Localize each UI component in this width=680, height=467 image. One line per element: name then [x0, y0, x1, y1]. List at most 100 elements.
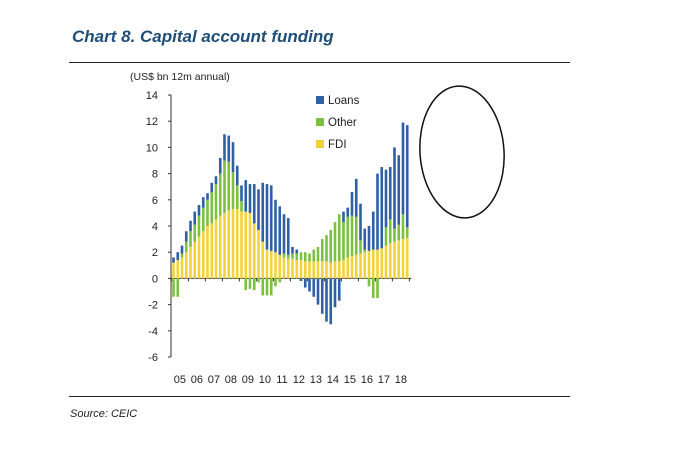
bar-loans — [363, 228, 367, 250]
bar-fdi — [393, 241, 396, 279]
y-axis-label: (US$ bn 12m annual) — [130, 71, 230, 83]
bar-loans — [286, 218, 290, 255]
bar-other — [405, 227, 409, 238]
bar-other — [312, 249, 316, 262]
top-rule — [69, 62, 570, 63]
y-tick-label: -2 — [148, 300, 158, 312]
bar-loans — [329, 278, 333, 325]
bar-other — [201, 207, 205, 232]
bar-other — [291, 253, 294, 259]
bar-fdi — [189, 246, 192, 279]
bar-fdi — [376, 249, 379, 279]
bar-loans — [274, 199, 277, 253]
bar-loans — [308, 278, 311, 292]
bar-other — [278, 278, 282, 283]
bar-other — [303, 252, 307, 262]
bar-fdi — [235, 208, 239, 279]
bar-fdi — [308, 261, 311, 279]
y-tick-label: -6 — [148, 352, 158, 364]
bar-loans — [291, 246, 294, 254]
bar-fdi — [278, 254, 282, 279]
x-tick-label: 08 — [225, 374, 237, 386]
bar-other — [206, 199, 209, 226]
bar-fdi — [248, 212, 252, 279]
bar-loans — [303, 278, 307, 288]
bar-other — [329, 229, 333, 263]
x-tick-label: 13 — [310, 374, 322, 386]
bar-loans — [376, 173, 379, 250]
x-tick-label: 18 — [395, 374, 407, 386]
bar-loans — [278, 206, 282, 255]
y-tick-label: -4 — [148, 326, 158, 338]
bar-fdi — [172, 262, 175, 279]
bar-other — [244, 278, 248, 291]
y-tick-label: 8 — [152, 169, 158, 181]
bar-loans — [393, 147, 396, 229]
bar-loans — [405, 125, 409, 228]
bar-other — [337, 214, 341, 262]
bar-fdi — [329, 262, 333, 279]
x-tick-label: 14 — [327, 374, 339, 386]
bar-other — [401, 214, 405, 240]
bar-fdi — [312, 261, 316, 279]
bar-loans — [401, 122, 405, 215]
bar-other — [371, 278, 375, 299]
bar-other — [367, 278, 371, 287]
bar-loans — [184, 231, 188, 242]
chart-bars — [172, 122, 409, 325]
legend-swatch-other — [316, 118, 324, 126]
bar-loans — [244, 180, 248, 212]
bar-loans — [176, 252, 180, 261]
y-tick-label: 14 — [146, 90, 158, 102]
bar-fdi — [371, 249, 375, 279]
x-tick-label: 05 — [174, 374, 186, 386]
bar-other — [176, 278, 180, 297]
bar-other — [218, 173, 222, 216]
bar-fdi — [405, 237, 409, 279]
bottom-rule — [69, 396, 570, 397]
bar-other — [388, 219, 392, 244]
bar-loans — [337, 278, 341, 301]
bar-fdi — [346, 257, 350, 279]
bar-fdi — [193, 241, 197, 279]
bar-other — [325, 235, 328, 262]
bar-fdi — [380, 248, 384, 279]
y-tick-label: 0 — [152, 273, 158, 285]
bar-loans — [380, 167, 384, 249]
bar-loans — [223, 134, 226, 161]
bar-other — [384, 227, 388, 246]
bar-other — [295, 253, 299, 261]
x-tick-label: 07 — [208, 374, 220, 386]
bar-loans — [269, 185, 273, 251]
bar-other — [210, 191, 214, 224]
bar-loans — [248, 184, 252, 213]
bar-loans — [231, 142, 235, 173]
bar-other — [248, 278, 252, 289]
bar-loans — [197, 205, 201, 216]
bar-loans — [206, 193, 209, 200]
bar-other — [223, 160, 226, 213]
bar-loans — [265, 184, 269, 250]
bar-loans — [252, 184, 256, 224]
bar-other — [282, 253, 286, 258]
bar-loans — [227, 135, 231, 162]
bar-fdi — [316, 261, 320, 279]
bar-fdi — [354, 254, 358, 279]
legend-swatch-loans — [316, 96, 324, 104]
x-tick-label: 15 — [344, 374, 356, 386]
bar-other — [376, 278, 379, 299]
bar-other — [354, 216, 358, 255]
bar-other — [235, 185, 239, 209]
y-tick-label: 6 — [152, 195, 158, 207]
bar-loans — [193, 211, 197, 225]
bar-fdi — [359, 253, 362, 279]
bar-other — [240, 201, 243, 212]
x-tick-label: 10 — [259, 374, 271, 386]
bar-fdi — [320, 261, 324, 279]
legend-swatch-fdi — [316, 140, 324, 148]
bar-other — [197, 215, 201, 237]
bar-other — [316, 246, 320, 262]
bar-fdi — [384, 245, 388, 279]
source-note: Source: CEIC — [70, 408, 138, 420]
bar-loans — [172, 257, 175, 263]
